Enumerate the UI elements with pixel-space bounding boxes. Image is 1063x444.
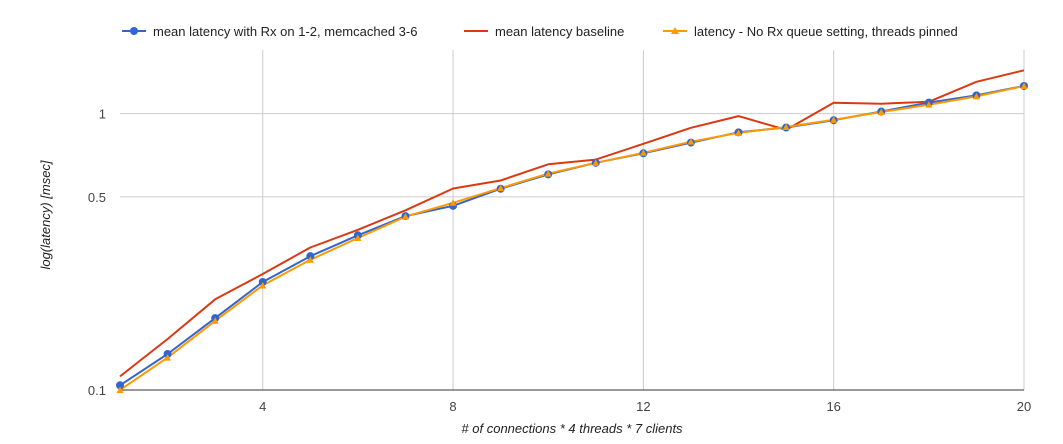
data-point-triangle	[639, 149, 647, 156]
data-point-circle	[163, 349, 172, 358]
legend-label-rx: mean latency with Rx on 1-2, memcached 3…	[153, 24, 417, 39]
legend-marker-norx	[671, 27, 679, 34]
data-point-triangle	[925, 101, 933, 108]
y-tick-label: 1	[99, 107, 106, 122]
data-point-triangle	[164, 354, 172, 361]
legend-item-norx[interactable]: latency - No Rx queue setting, threads p…	[663, 24, 958, 39]
series-lines	[119, 69, 1025, 391]
series-markers	[116, 81, 1028, 393]
x-axis-title: # of connections * 4 threads * 7 clients	[461, 421, 683, 436]
x-tick-label: 20	[1017, 399, 1031, 414]
data-point-triangle	[592, 159, 600, 166]
data-point-triangle	[354, 234, 362, 241]
legend-item-rx[interactable]: mean latency with Rx on 1-2, memcached 3…	[122, 24, 417, 39]
y-tick-label: 0.5	[88, 190, 106, 205]
x-tick-label: 8	[449, 399, 456, 414]
legend-marker-rx	[130, 27, 138, 35]
data-point-triangle	[211, 317, 219, 324]
data-point-triangle	[259, 281, 267, 289]
data-point-triangle	[972, 92, 980, 100]
series-line-0	[119, 84, 1025, 387]
y-tick-label: 0.1	[88, 383, 106, 398]
tick-labels: 4 8 12 16 20 0.1 0.5 1	[88, 107, 1031, 414]
data-point-circle	[306, 252, 315, 261]
x-tick-label: 4	[259, 399, 266, 414]
series-line-2	[119, 85, 1025, 391]
data-point-triangle	[401, 213, 409, 220]
legend-label-baseline: mean latency baseline	[495, 24, 624, 39]
legend-item-baseline[interactable]: mean latency baseline	[464, 24, 624, 39]
data-point-triangle	[497, 184, 505, 192]
data-point-triangle	[830, 116, 838, 123]
x-tick-label: 16	[826, 399, 840, 414]
data-point-triangle	[782, 123, 790, 130]
data-point-circle	[116, 381, 124, 390]
data-point-triangle	[116, 386, 124, 393]
x-tick-label: 12	[636, 399, 650, 414]
legend-label-norx: latency - No Rx queue setting, threads p…	[694, 24, 958, 39]
data-point-triangle	[687, 138, 695, 145]
legend: mean latency with Rx on 1-2, memcached 3…	[122, 24, 958, 39]
y-axis-title: log(latency) [msec]	[38, 160, 53, 269]
gridlines	[120, 50, 1025, 391]
data-point-triangle	[544, 170, 552, 177]
data-point-triangle	[735, 129, 743, 136]
data-point-triangle	[449, 199, 457, 206]
data-point-triangle	[877, 108, 885, 116]
data-point-triangle	[306, 256, 314, 263]
series-line-1	[119, 69, 1025, 378]
data-point-triangle	[1020, 82, 1028, 90]
